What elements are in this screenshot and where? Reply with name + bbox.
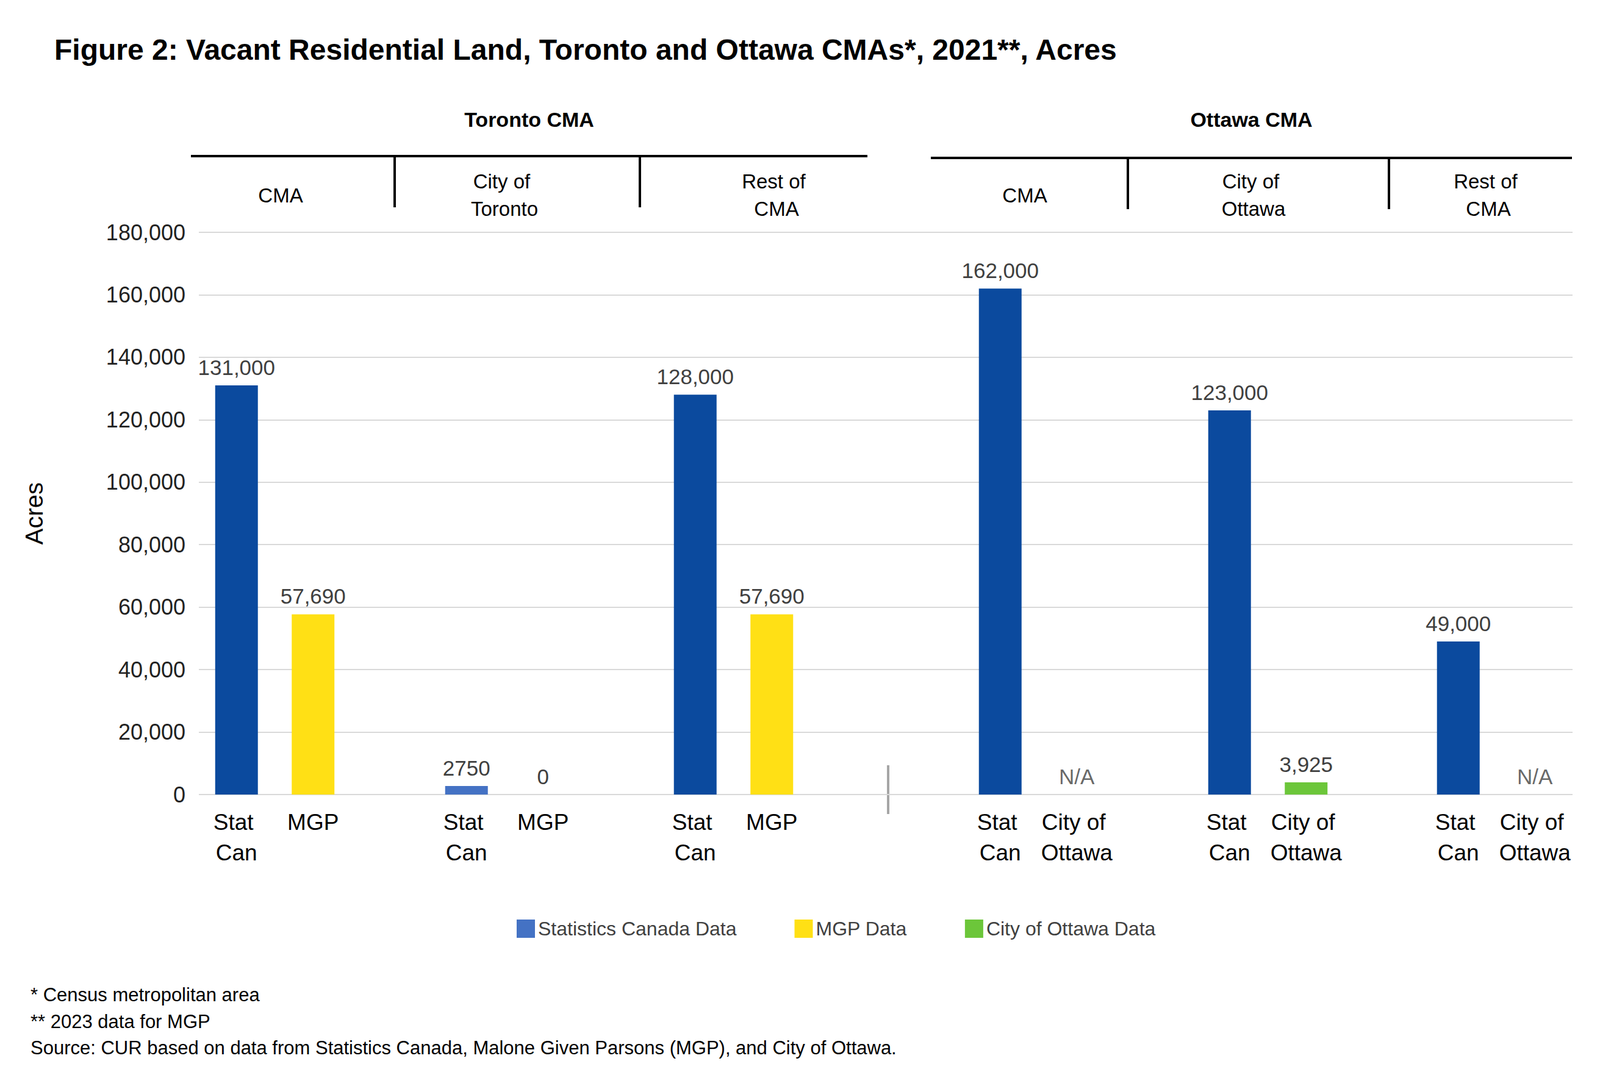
svg-text:2750: 2750 (442, 756, 491, 781)
svg-text:Rest of: Rest of (741, 170, 812, 193)
svg-text:MGP: MGP (287, 810, 339, 836)
svg-text:20,000: 20,000 (118, 719, 186, 745)
svg-text:Stat: Stat (443, 810, 490, 836)
svg-text:Statistics Canada Data: Statistics Canada Data (538, 918, 737, 940)
svg-text:Can: Can (445, 840, 488, 866)
svg-text:Stat: Stat (977, 810, 1024, 836)
svg-text:Ottawa: Ottawa (1041, 840, 1114, 866)
svg-text:CMA: CMA (753, 197, 799, 221)
svg-text:Ottawa: Ottawa (1221, 197, 1286, 221)
svg-text:Stat: Stat (672, 810, 719, 836)
svg-text:City of: City of (473, 170, 537, 193)
svg-text:Stat: Stat (1435, 810, 1482, 836)
svg-text:Ottawa: Ottawa (1270, 840, 1343, 866)
svg-text:131,000: 131,000 (197, 355, 276, 380)
svg-text:0: 0 (537, 764, 549, 789)
svg-text:City of: City of (1499, 810, 1571, 836)
svg-text:Can: Can (1208, 840, 1251, 866)
svg-text:CMA: CMA (1002, 184, 1047, 207)
svg-text:80,000: 80,000 (118, 532, 186, 558)
svg-text:N/A: N/A (1058, 764, 1095, 789)
svg-text:Can: Can (979, 840, 1022, 866)
svg-text:0: 0 (173, 782, 186, 808)
svg-text:City of: City of (1222, 170, 1286, 193)
svg-text:N/A: N/A (1517, 764, 1554, 789)
svg-text:40,000: 40,000 (118, 657, 186, 683)
svg-text:3,925: 3,925 (1279, 752, 1333, 777)
svg-text:100,000: 100,000 (106, 469, 186, 495)
svg-text:CMA: CMA (258, 184, 303, 207)
svg-text:Can: Can (674, 840, 717, 866)
svg-text:60,000: 60,000 (118, 594, 186, 620)
svg-text:MGP Data: MGP Data (816, 918, 908, 940)
svg-text:City of: City of (1271, 810, 1342, 836)
svg-text:** 2023 data for MGP: ** 2023 data for MGP (30, 1011, 211, 1033)
svg-text:MGP: MGP (746, 810, 798, 836)
svg-text:Acres: Acres (20, 482, 48, 545)
svg-text:Toronto CMA: Toronto CMA (464, 107, 595, 132)
svg-text:City of: City of (1041, 810, 1113, 836)
svg-text:128,000: 128,000 (656, 364, 734, 389)
svg-text:160,000: 160,000 (106, 282, 186, 308)
svg-text:City of Ottawa Data: City of Ottawa Data (986, 918, 1156, 940)
svg-text:Ottawa CMA: Ottawa CMA (1190, 107, 1313, 132)
svg-text:Can: Can (215, 840, 258, 866)
svg-text:Stat: Stat (213, 810, 260, 836)
svg-text:Can: Can (1437, 840, 1480, 866)
svg-text:* Census metropolitan area: * Census metropolitan area (30, 984, 260, 1006)
svg-text:120,000: 120,000 (106, 407, 186, 433)
svg-text:140,000: 140,000 (106, 344, 186, 370)
svg-text:Source: CUR based on data from: Source: CUR based on data from Statistic… (30, 1037, 897, 1059)
svg-text:180,000: 180,000 (106, 220, 186, 246)
svg-text:Ottawa: Ottawa (1499, 840, 1572, 866)
svg-text:49,000: 49,000 (1425, 611, 1491, 636)
svg-text:Toronto: Toronto (470, 197, 539, 221)
svg-text:162,000: 162,000 (961, 258, 1039, 283)
svg-text:MGP: MGP (517, 810, 569, 836)
svg-text:123,000: 123,000 (1190, 380, 1269, 405)
svg-text:Rest of: Rest of (1453, 170, 1524, 193)
svg-text:Stat: Stat (1206, 810, 1253, 836)
svg-text:57,690: 57,690 (739, 584, 805, 609)
svg-text:57,690: 57,690 (280, 584, 346, 609)
svg-text:Figure 2: Vacant Residential L: Figure 2: Vacant Residential Land, Toron… (54, 33, 1117, 66)
svg-text:CMA: CMA (1465, 197, 1511, 221)
